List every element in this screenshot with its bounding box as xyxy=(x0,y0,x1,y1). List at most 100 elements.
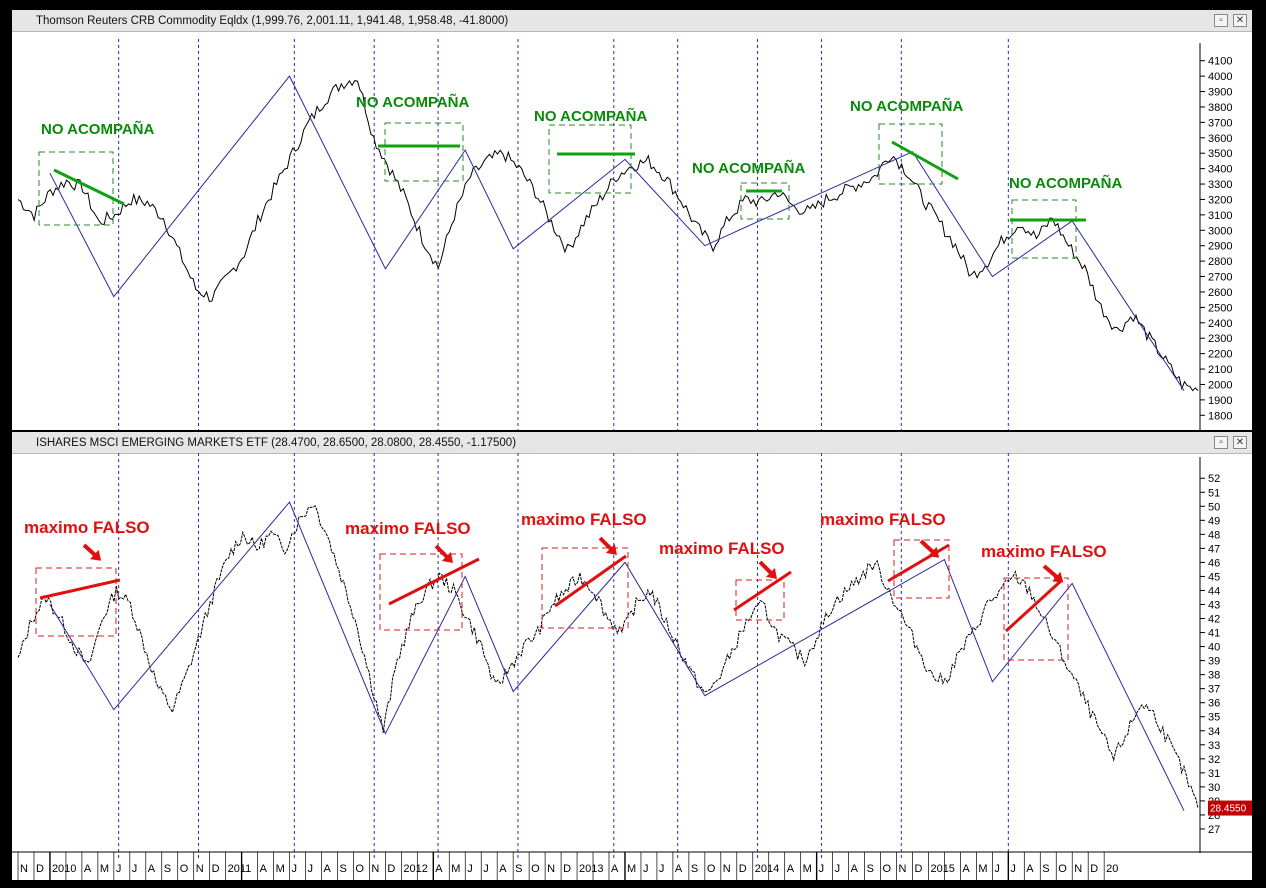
annotation-label: NO ACOMPAÑA xyxy=(850,97,963,115)
x-tick-label: A xyxy=(499,863,507,875)
trend-zigzag xyxy=(49,501,1185,811)
y-tick-label: 2900 xyxy=(1208,241,1232,253)
y-tick-label: 3000 xyxy=(1208,225,1232,237)
commodity-pane: Thomson Reuters CRB Commodity Eqldx (1,9… xyxy=(12,10,1252,430)
annotation-box xyxy=(878,123,943,185)
x-tick-label: D xyxy=(387,863,395,875)
annotation-box xyxy=(541,547,629,629)
x-tick-label: A xyxy=(1026,863,1034,875)
annotation-label: NO ACOMPAÑA xyxy=(692,159,805,177)
annotation-line xyxy=(1004,578,1064,633)
close-icon[interactable]: ✕ xyxy=(1233,436,1247,449)
x-tick-label: J xyxy=(994,863,1000,875)
y-tick-label: 39 xyxy=(1208,656,1220,668)
y-tick-label: 4100 xyxy=(1208,56,1232,68)
x-tick-label: 2011 xyxy=(228,863,252,875)
annotation-box xyxy=(735,579,785,621)
x-tick-label: O xyxy=(531,863,540,875)
arrow-head-icon xyxy=(928,546,940,558)
y-tick-label: 40 xyxy=(1208,642,1220,654)
x-tick-label: M xyxy=(451,863,460,875)
annotation-line xyxy=(891,140,959,181)
x-tick-label: N xyxy=(547,863,555,875)
arrow-head-icon xyxy=(765,567,777,579)
y-tick-label: 32 xyxy=(1208,754,1220,766)
price-series xyxy=(17,505,1199,809)
x-tick-label: M xyxy=(100,863,109,875)
arrow-icon xyxy=(1042,564,1060,580)
arrow-icon xyxy=(919,539,936,555)
trend-zigzag xyxy=(49,75,1185,391)
x-tick-label: O xyxy=(707,863,716,875)
emerging-markets-pane: ISHARES MSCI EMERGING MARKETS ETF (28.47… xyxy=(12,432,1252,880)
x-tick-label: J xyxy=(292,863,298,875)
x-tick-label: O xyxy=(883,863,892,875)
x-tick-label: J xyxy=(819,863,825,875)
x-tick-label: J xyxy=(483,863,489,875)
annotation-box xyxy=(35,567,117,637)
x-tick-label: N xyxy=(20,863,28,875)
y-tick-label: 46 xyxy=(1208,557,1220,569)
x-tick-label: A xyxy=(851,863,859,875)
x-tick-label: 20 xyxy=(1106,863,1118,875)
y-tick-label: 35 xyxy=(1208,712,1220,724)
y-tick-label: 36 xyxy=(1208,698,1220,710)
annotation-line xyxy=(887,543,950,583)
last-value-label: 28.4550 xyxy=(1210,804,1247,815)
annotation-line xyxy=(554,554,627,608)
annotation-label: NO ACOMPAÑA xyxy=(41,120,154,138)
x-tick-label: N xyxy=(1074,863,1082,875)
last-value-badge xyxy=(1208,800,1252,816)
y-tick-label: 3600 xyxy=(1208,133,1232,145)
x-tick-label: S xyxy=(691,863,698,875)
y-tick-label: 3200 xyxy=(1208,194,1232,206)
x-tick-label: J xyxy=(308,863,314,875)
annotation-label: maximo FALSO xyxy=(345,519,471,538)
x-tick-label: O xyxy=(180,863,189,875)
close-icon[interactable]: ✕ xyxy=(1233,14,1247,27)
y-tick-label: 2400 xyxy=(1208,318,1232,330)
arrow-head-icon xyxy=(441,551,453,563)
annotation-label: maximo FALSO xyxy=(659,539,785,558)
annotation-label: maximo FALSO xyxy=(24,518,150,537)
x-tick-label: J xyxy=(643,863,649,875)
x-tick-label: A xyxy=(435,863,443,875)
x-tick-label: J xyxy=(659,863,665,875)
x-tick-label: J xyxy=(1010,863,1016,875)
x-tick-label: N xyxy=(723,863,731,875)
y-tick-label: 3900 xyxy=(1208,87,1232,99)
annotation-box xyxy=(1011,199,1077,259)
y-tick-label: 31 xyxy=(1208,768,1220,780)
emerging-markets-chart: 2728293031323334353637383940414243444546… xyxy=(12,453,1252,880)
arrow-icon xyxy=(758,560,774,576)
y-tick-label: 45 xyxy=(1208,571,1220,583)
annotation-box xyxy=(1003,577,1069,661)
y-tick-label: 3400 xyxy=(1208,164,1232,176)
x-tick-label: S xyxy=(1042,863,1049,875)
emerging-markets-pane-title: ISHARES MSCI EMERGING MARKETS ETF (28.47… xyxy=(12,432,1252,454)
y-tick-label: 44 xyxy=(1208,585,1220,597)
annotation-line xyxy=(388,557,480,606)
annotation-box xyxy=(740,182,790,220)
y-tick-label: 30 xyxy=(1208,782,1220,794)
annotation-label: NO ACOMPAÑA xyxy=(534,107,647,125)
x-tick-label: J xyxy=(116,863,122,875)
restore-icon[interactable]: ▫ xyxy=(1214,436,1228,449)
arrow-icon xyxy=(434,544,450,560)
x-tick-label: S xyxy=(867,863,874,875)
x-tick-label: A xyxy=(611,863,619,875)
x-tick-label: 2013 xyxy=(579,863,603,875)
annotation-box xyxy=(38,151,114,226)
x-tick-label: S xyxy=(339,863,346,875)
x-tick-label: D xyxy=(36,863,44,875)
x-tick-label: M xyxy=(803,863,812,875)
annotation-line xyxy=(39,578,121,600)
y-tick-label: 48 xyxy=(1208,529,1220,541)
y-tick-label: 1800 xyxy=(1208,410,1232,422)
x-tick-label: M xyxy=(978,863,987,875)
annotation-box xyxy=(384,122,464,182)
annotation-box xyxy=(379,553,463,631)
restore-icon[interactable]: ▫ xyxy=(1214,14,1228,27)
y-tick-label: 38 xyxy=(1208,670,1220,682)
x-tick-label: A xyxy=(84,863,92,875)
